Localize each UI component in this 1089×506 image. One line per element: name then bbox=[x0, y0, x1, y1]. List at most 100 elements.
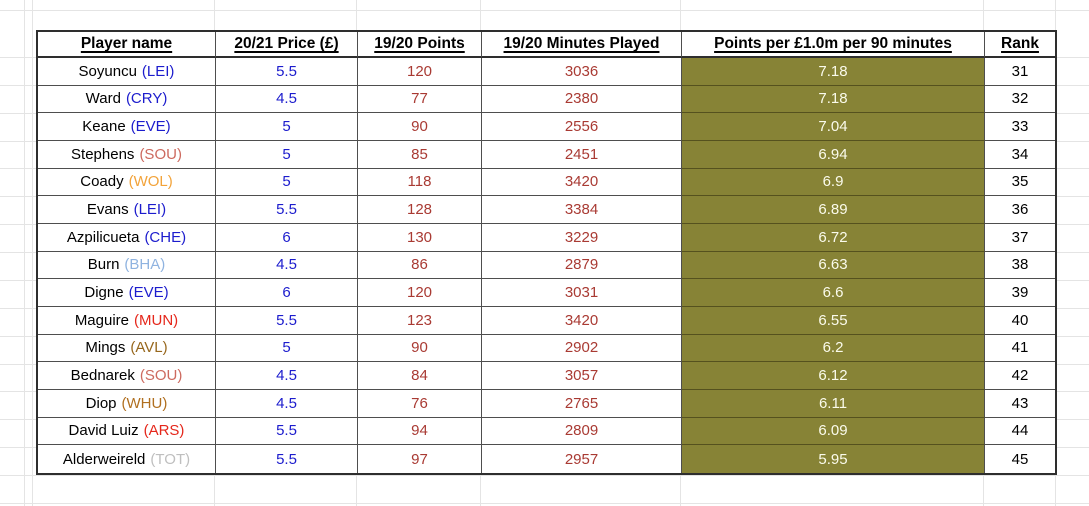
minutes-cell[interactable]: 3036 bbox=[482, 58, 682, 86]
price-cell[interactable]: 5 bbox=[216, 334, 358, 363]
player-cell[interactable]: Diop (WHU) bbox=[38, 389, 216, 418]
points-cell[interactable]: 97 bbox=[358, 445, 482, 473]
points-per-million-cell[interactable]: 7.04 bbox=[682, 113, 985, 141]
points-per-million-cell[interactable]: 6.11 bbox=[682, 389, 985, 418]
price-cell[interactable]: 5.5 bbox=[216, 58, 358, 86]
header-cell-minutes-played[interactable]: 19/20 Minutes Played bbox=[482, 32, 682, 58]
points-per-million-cell[interactable]: 6.55 bbox=[682, 306, 985, 335]
player-cell[interactable]: Burn (BHA) bbox=[38, 251, 216, 280]
player-cell[interactable]: David Luiz (ARS) bbox=[38, 417, 216, 446]
price-cell[interactable]: 4.5 bbox=[216, 389, 358, 418]
minutes-cell[interactable]: 2380 bbox=[482, 85, 682, 114]
minutes-cell[interactable]: 3057 bbox=[482, 362, 682, 390]
rank-cell[interactable]: 36 bbox=[985, 196, 1055, 224]
minutes-cell[interactable]: 3384 bbox=[482, 196, 682, 224]
points-per-million-cell[interactable]: 6.72 bbox=[682, 223, 985, 252]
player-cell[interactable]: Azpilicueta (CHE) bbox=[38, 223, 216, 252]
minutes-cell[interactable]: 2809 bbox=[482, 417, 682, 446]
points-cell[interactable]: 130 bbox=[358, 223, 482, 252]
price-cell[interactable]: 5 bbox=[216, 113, 358, 141]
minutes-cell[interactable]: 3420 bbox=[482, 306, 682, 335]
points-per-million-cell[interactable]: 7.18 bbox=[682, 85, 985, 114]
player-cell[interactable]: Coady (WOL) bbox=[38, 168, 216, 197]
points-per-million-cell[interactable]: 6.2 bbox=[682, 334, 985, 363]
minutes-cell[interactable]: 2765 bbox=[482, 389, 682, 418]
rank-cell[interactable]: 41 bbox=[985, 334, 1055, 363]
header-cell-price[interactable]: 20/21 Price (£) bbox=[216, 32, 358, 58]
minutes-cell[interactable]: 3229 bbox=[482, 223, 682, 252]
points-per-million-cell[interactable]: 6.89 bbox=[682, 196, 985, 224]
price-cell[interactable]: 5.5 bbox=[216, 306, 358, 335]
points-cell[interactable]: 76 bbox=[358, 389, 482, 418]
price-cell[interactable]: 5.5 bbox=[216, 445, 358, 473]
rank-cell[interactable]: 35 bbox=[985, 168, 1055, 197]
rank-cell[interactable]: 31 bbox=[985, 58, 1055, 86]
points-cell[interactable]: 120 bbox=[358, 58, 482, 86]
rank-cell[interactable]: 37 bbox=[985, 223, 1055, 252]
player-name: David Luiz bbox=[68, 422, 139, 440]
points-per-million-cell[interactable]: 5.95 bbox=[682, 445, 985, 473]
minutes-cell[interactable]: 2451 bbox=[482, 140, 682, 169]
points-cell[interactable]: 118 bbox=[358, 168, 482, 197]
minutes-cell[interactable]: 2879 bbox=[482, 251, 682, 280]
minutes-cell[interactable]: 2902 bbox=[482, 334, 682, 363]
points-cell[interactable]: 90 bbox=[358, 113, 482, 141]
price-cell[interactable]: 4.5 bbox=[216, 362, 358, 390]
points-per-million-cell[interactable]: 6.6 bbox=[682, 279, 985, 307]
header-cell-points-per-million-per-90[interactable]: Points per £1.0m per 90 minutes bbox=[682, 32, 985, 58]
minutes-cell[interactable]: 2556 bbox=[482, 113, 682, 141]
price-cell[interactable]: 5 bbox=[216, 168, 358, 197]
player-cell[interactable]: Alderweireld (TOT) bbox=[38, 445, 216, 473]
price-cell[interactable]: 6 bbox=[216, 223, 358, 252]
player-cell[interactable]: Bednarek (SOU) bbox=[38, 362, 216, 390]
points-cell[interactable]: 128 bbox=[358, 196, 482, 224]
player-cell[interactable]: Keane (EVE) bbox=[38, 113, 216, 141]
player-cell[interactable]: Digne (EVE) bbox=[38, 279, 216, 307]
points-per-million-cell[interactable]: 7.18 bbox=[682, 58, 985, 86]
player-cell[interactable]: Stephens (SOU) bbox=[38, 140, 216, 169]
price-cell[interactable]: 4.5 bbox=[216, 251, 358, 280]
points-cell[interactable]: 77 bbox=[358, 85, 482, 114]
points-per-million-cell[interactable]: 6.94 bbox=[682, 140, 985, 169]
points-cell[interactable]: 85 bbox=[358, 140, 482, 169]
team-abbrev: (SOU) bbox=[139, 367, 183, 385]
rank-cell[interactable]: 33 bbox=[985, 113, 1055, 141]
player-name: Mings bbox=[85, 339, 126, 357]
points-cell[interactable]: 123 bbox=[358, 306, 482, 335]
points-cell[interactable]: 90 bbox=[358, 334, 482, 363]
rank-cell[interactable]: 45 bbox=[985, 445, 1055, 473]
price-cell[interactable]: 4.5 bbox=[216, 85, 358, 114]
rank-cell[interactable]: 34 bbox=[985, 140, 1055, 169]
points-cell[interactable]: 94 bbox=[358, 417, 482, 446]
points-per-million-cell[interactable]: 6.9 bbox=[682, 168, 985, 197]
player-cell[interactable]: Evans (LEI) bbox=[38, 196, 216, 224]
rank-cell[interactable]: 39 bbox=[985, 279, 1055, 307]
minutes-cell[interactable]: 2957 bbox=[482, 445, 682, 473]
minutes-cell[interactable]: 3031 bbox=[482, 279, 682, 307]
header-cell-points[interactable]: 19/20 Points bbox=[358, 32, 482, 58]
rank-cell[interactable]: 43 bbox=[985, 389, 1055, 418]
rank-cell[interactable]: 40 bbox=[985, 306, 1055, 335]
points-per-million-cell[interactable]: 6.12 bbox=[682, 362, 985, 390]
price-cell[interactable]: 5.5 bbox=[216, 417, 358, 446]
rank-cell[interactable]: 38 bbox=[985, 251, 1055, 280]
points-cell[interactable]: 120 bbox=[358, 279, 482, 307]
player-cell[interactable]: Maguire (MUN) bbox=[38, 306, 216, 335]
points-per-million-cell[interactable]: 6.09 bbox=[682, 417, 985, 446]
price-cell[interactable]: 5 bbox=[216, 140, 358, 169]
player-cell[interactable]: Ward (CRY) bbox=[38, 85, 216, 114]
points-cell[interactable]: 86 bbox=[358, 251, 482, 280]
minutes-cell[interactable]: 3420 bbox=[482, 168, 682, 197]
player-cell[interactable]: Mings (AVL) bbox=[38, 334, 216, 363]
header-cell-rank[interactable]: Rank bbox=[985, 32, 1055, 58]
player-cell[interactable]: Soyuncu (LEI) bbox=[38, 58, 216, 86]
rank-cell[interactable]: 42 bbox=[985, 362, 1055, 390]
price-cell[interactable]: 5.5 bbox=[216, 196, 358, 224]
rank-cell[interactable]: 32 bbox=[985, 85, 1055, 114]
header-cell-player-name[interactable]: Player name bbox=[38, 32, 216, 58]
points-cell[interactable]: 84 bbox=[358, 362, 482, 390]
player-name: Keane bbox=[82, 118, 126, 136]
rank-cell[interactable]: 44 bbox=[985, 417, 1055, 446]
points-per-million-cell[interactable]: 6.63 bbox=[682, 251, 985, 280]
price-cell[interactable]: 6 bbox=[216, 279, 358, 307]
